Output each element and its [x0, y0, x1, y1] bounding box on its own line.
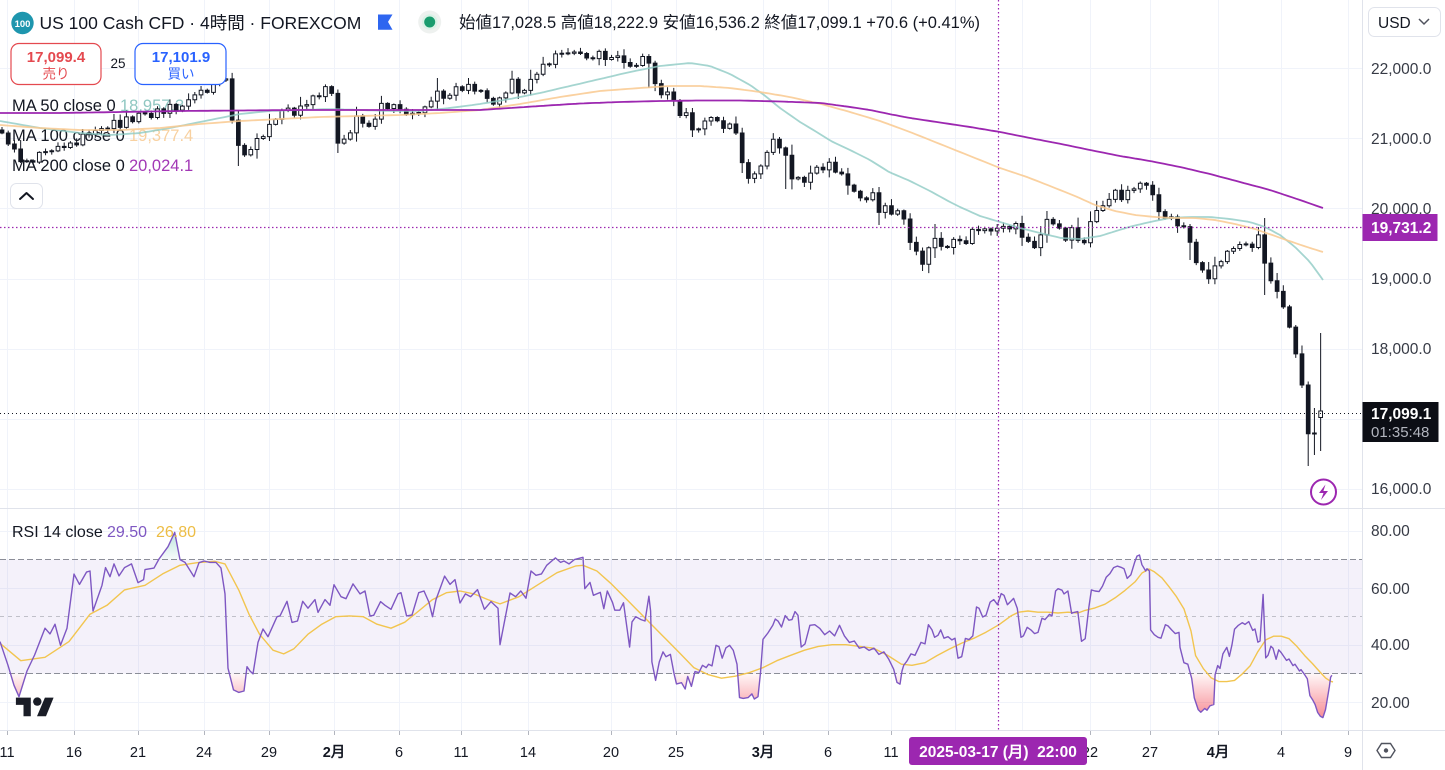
svg-text:21: 21: [130, 745, 146, 761]
svg-text:27: 27: [1142, 745, 1158, 761]
svg-text:11: 11: [0, 745, 15, 761]
svg-text:25: 25: [668, 745, 684, 761]
svg-text:40.00: 40.00: [1371, 637, 1410, 654]
svg-text:100: 100: [15, 19, 31, 30]
svg-text:3月: 3月: [752, 744, 775, 761]
svg-text:01:35:48: 01:35:48: [1371, 424, 1429, 441]
svg-text:16,000.0: 16,000.0: [1371, 481, 1432, 498]
svg-text:80.00: 80.00: [1371, 523, 1410, 540]
svg-text:20.00: 20.00: [1371, 695, 1410, 712]
svg-text:29: 29: [261, 745, 277, 761]
svg-text:4: 4: [1277, 745, 1285, 761]
svg-text:4月: 4月: [1207, 744, 1230, 761]
svg-text:19,000.0: 19,000.0: [1371, 271, 1432, 288]
svg-text:20,024.1: 20,024.1: [129, 157, 193, 175]
svg-text:29.50: 29.50: [107, 524, 147, 541]
svg-text:6: 6: [395, 745, 403, 761]
svg-text:11: 11: [453, 745, 468, 761]
svg-text:17,101.9: 17,101.9: [152, 49, 210, 66]
svg-text:17,099.1: 17,099.1: [1371, 406, 1432, 423]
svg-text:6: 6: [824, 745, 832, 761]
svg-text:2月: 2月: [323, 744, 346, 761]
svg-text:21,000.0: 21,000.0: [1371, 131, 1432, 148]
svg-text:MA 50 close 0: MA 50 close 0: [12, 97, 116, 115]
svg-text:16: 16: [66, 745, 82, 761]
svg-text:24: 24: [196, 745, 212, 761]
svg-text:26.80: 26.80: [156, 524, 196, 541]
svg-text:17,099.4: 17,099.4: [27, 49, 86, 66]
svg-text:11: 11: [883, 745, 898, 761]
svg-text:USD: USD: [1378, 15, 1411, 32]
svg-text:US 100 Cash CFD · 4時間 · FOREXC: US 100 Cash CFD · 4時間 · FOREXCOM: [40, 13, 362, 33]
svg-text:2025-03-17 (月) 22:00: 2025-03-17 (月) 22:00: [919, 743, 1077, 761]
svg-text:始値17,028.5 高値18,222.9 安値16,5: 始値17,028.5 高値18,222.9 安値16,536.2 終値17,09…: [459, 13, 980, 32]
svg-text:19,731.2: 19,731.2: [1371, 220, 1431, 237]
svg-text:22,000.0: 22,000.0: [1371, 61, 1432, 78]
svg-text:RSI 14 close: RSI 14 close: [12, 524, 103, 541]
svg-text:買い: 買い: [168, 67, 195, 82]
svg-text:25: 25: [110, 56, 125, 71]
svg-text:MA 200 close 0: MA 200 close 0: [12, 157, 125, 175]
svg-text:売り: 売り: [43, 67, 70, 82]
svg-text:60.00: 60.00: [1371, 581, 1410, 598]
svg-text:14: 14: [520, 745, 536, 761]
svg-text:9: 9: [1344, 745, 1352, 761]
svg-text:18,000.0: 18,000.0: [1371, 341, 1432, 358]
svg-text:20,000.0: 20,000.0: [1371, 201, 1432, 218]
svg-text:20: 20: [603, 745, 619, 761]
